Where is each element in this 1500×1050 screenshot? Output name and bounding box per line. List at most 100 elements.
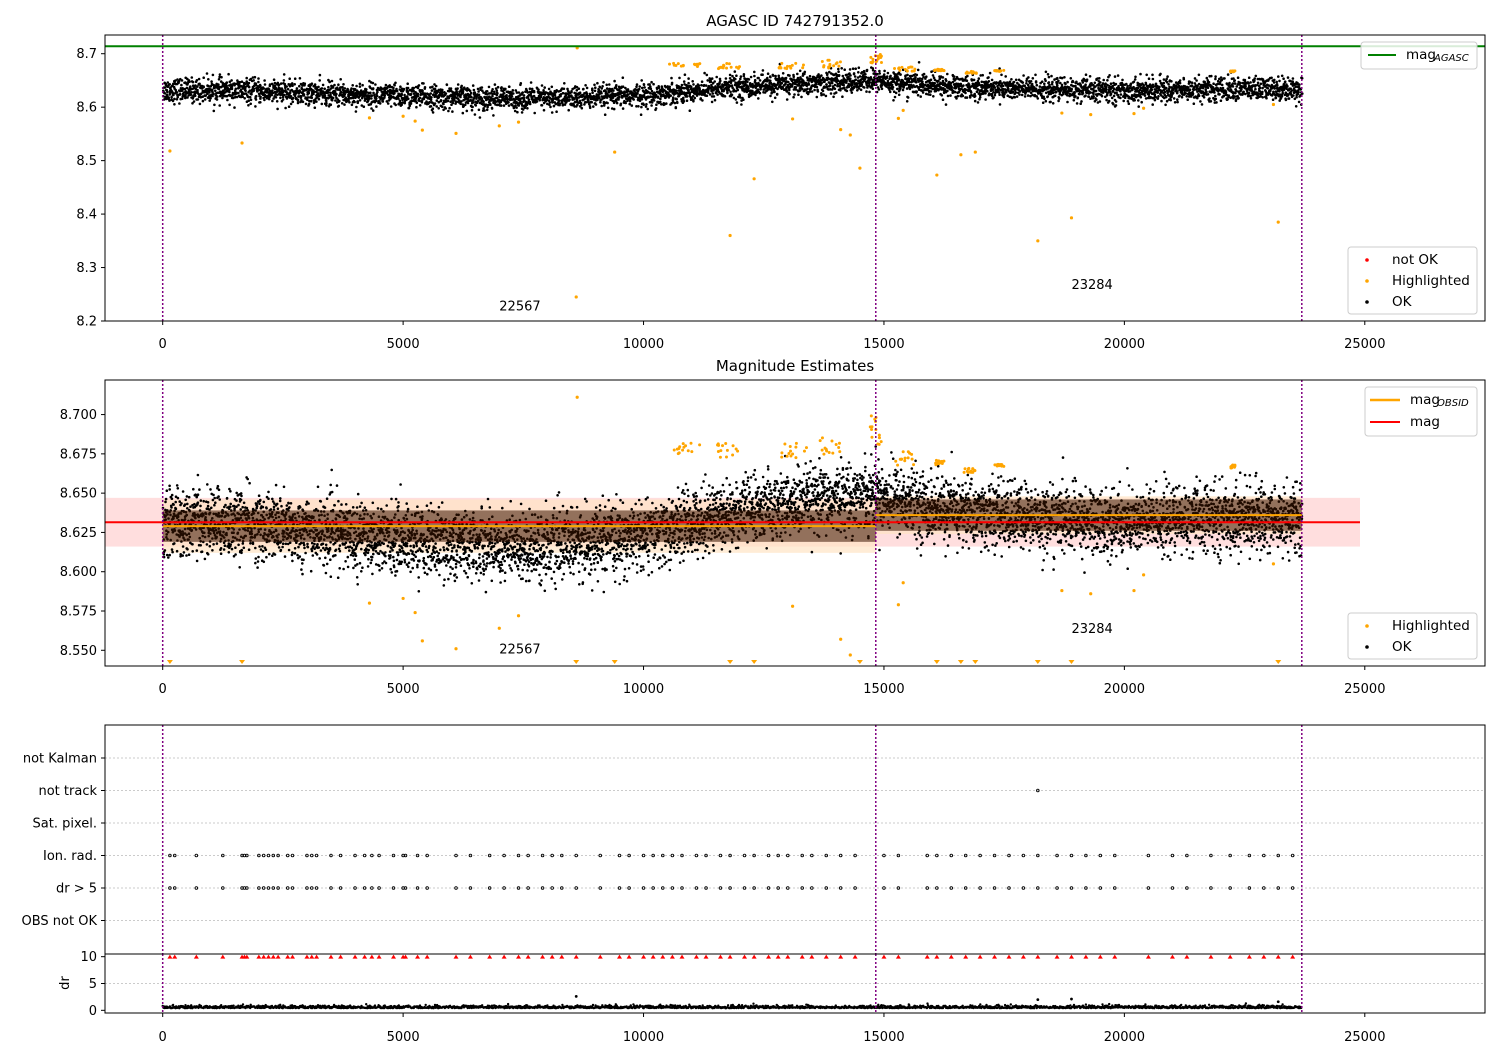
- highlighted-point: [420, 639, 424, 643]
- dr-clipped-marker: [703, 954, 709, 959]
- flag-point: [978, 886, 982, 890]
- dr-clipped-marker: [1083, 954, 1089, 959]
- flag-point: [468, 853, 473, 858]
- flag-point: [454, 886, 458, 890]
- flag-point: [949, 886, 954, 890]
- dr-clipped-marker: [727, 954, 733, 959]
- flag-point: [786, 853, 790, 858]
- flag-point: [271, 853, 276, 858]
- highlighted-point: [725, 448, 729, 452]
- highlighted-point: [1000, 464, 1004, 468]
- obsid-label: 22567: [499, 299, 540, 314]
- highlighted-point: [901, 581, 905, 585]
- dr-clipped-marker: [1184, 954, 1190, 959]
- flag-point: [728, 886, 732, 890]
- flag-point: [168, 886, 172, 890]
- flag-point: [978, 853, 982, 858]
- highlighted-point: [973, 469, 977, 473]
- highlighted-point: [879, 56, 883, 60]
- flag-point: [487, 886, 492, 890]
- y-tick-label: 8.625: [60, 526, 97, 541]
- flag-point: [276, 886, 280, 890]
- highlighted-point: [802, 449, 806, 453]
- dr-clipped-marker: [369, 954, 375, 959]
- highlighted-point: [689, 441, 693, 445]
- panel2-axes: 0 5000 10000 15000 20000 25000 8.550 8.575 8.600…: [60, 408, 1386, 697]
- highlighted-point: [870, 427, 874, 431]
- flag-point: [766, 886, 771, 890]
- highlighted-point: [826, 58, 830, 62]
- dr-clipped-marker: [501, 954, 507, 959]
- dr-clipped-marker: [244, 954, 250, 959]
- highlighted-point: [877, 433, 881, 437]
- dr-clipped-marker: [193, 954, 199, 959]
- flag-point: [502, 886, 506, 890]
- highlighted-point: [934, 458, 938, 462]
- dr-clipped-marker: [415, 954, 421, 959]
- legend-label: OK: [1392, 294, 1413, 310]
- flag-point: [1021, 853, 1026, 858]
- flag-point: [1055, 853, 1059, 858]
- y-tick-label: 8.700: [60, 408, 97, 423]
- flag-point: [704, 853, 708, 858]
- dr-clipped-marker: [549, 954, 555, 959]
- flag-point: [245, 853, 249, 858]
- highlighted-point: [413, 610, 417, 615]
- below-axis-marker: [856, 660, 863, 664]
- flag-point: [266, 886, 271, 890]
- highlighted-point: [832, 64, 836, 68]
- highlighted-point: [724, 442, 728, 446]
- x-tick-label: 25000: [1344, 1030, 1385, 1045]
- dr-clipped-marker: [1006, 954, 1012, 959]
- highlighted-point: [1276, 220, 1280, 224]
- dr-clipped-marker: [809, 954, 815, 959]
- dr-clipped-marker: [823, 954, 829, 959]
- highlighted-point: [401, 114, 405, 118]
- highlighted-point: [785, 64, 789, 68]
- flag-point: [314, 853, 319, 858]
- highlighted-point: [873, 417, 877, 421]
- highlighted-point: [839, 637, 843, 641]
- flag-point: [963, 886, 968, 890]
- highlighted-point: [719, 449, 723, 453]
- highlighted-point: [966, 467, 970, 471]
- highlighted-point: [678, 445, 682, 449]
- dr-clipped-marker: [487, 954, 493, 959]
- dr-clipped-marker: [285, 954, 291, 959]
- dr-clipped-marker: [290, 954, 296, 959]
- highlighted-point: [613, 150, 617, 154]
- highlighted-point: [830, 439, 834, 443]
- highlighted-point: [877, 442, 881, 446]
- flag-point: [468, 886, 473, 890]
- highlighted-point: [1069, 216, 1074, 220]
- highlighted-point: [995, 463, 999, 467]
- flag-point: [516, 886, 521, 890]
- highlighted-point: [896, 603, 900, 607]
- flag-point: [1007, 853, 1011, 858]
- highlighted-point: [1230, 466, 1234, 470]
- highlighted-point: [1089, 592, 1093, 596]
- highlighted-point: [677, 451, 681, 455]
- highlighted-point: [681, 442, 685, 446]
- highlighted-point: [893, 66, 897, 70]
- flag-point: [949, 853, 954, 858]
- highlighted-point: [879, 440, 883, 444]
- below-axis-marker: [751, 660, 758, 664]
- flag-point: [403, 853, 408, 858]
- flag-point: [221, 853, 225, 858]
- flag-point: [694, 853, 699, 858]
- flag-point: [935, 853, 939, 858]
- dr-clipped-marker: [669, 954, 675, 959]
- dr-clipped-marker: [717, 954, 723, 959]
- dr-clipped-marker: [362, 954, 368, 959]
- flag-point: [800, 886, 804, 890]
- panel4-plot-area: [105, 954, 1485, 1013]
- flag-category-label: Sat. pixel.: [33, 817, 97, 832]
- highlighted-point: [910, 69, 914, 73]
- highlighted-point: [838, 450, 842, 454]
- below-axis-marker: [957, 660, 964, 664]
- highlighted-point: [516, 120, 521, 124]
- y-tick-label: 8.4: [76, 208, 97, 223]
- dr-clipped-marker: [559, 954, 565, 959]
- flag-point: [1113, 886, 1117, 890]
